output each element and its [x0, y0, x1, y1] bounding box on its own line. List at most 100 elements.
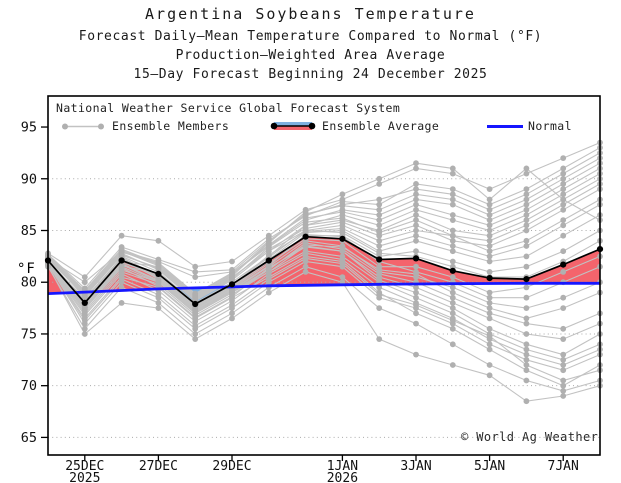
ensemble-member-dot	[155, 278, 162, 285]
ensemble-member-dot	[486, 232, 493, 239]
ensemble-member-dot	[339, 229, 346, 236]
ensemble-member-dot	[229, 315, 235, 322]
ensemble-member-dot	[413, 196, 419, 203]
ensemble-member-dot	[449, 243, 456, 249]
ensemble-member-dot	[81, 317, 88, 324]
ensemble-member-dot	[413, 191, 419, 198]
ensemble-member-line	[47, 183, 601, 301]
x-tick-year-label: 2025	[69, 471, 100, 483]
ensemble-member-dot	[486, 269, 493, 275]
ensemble-member-dot	[339, 274, 346, 280]
ensemble-member-dot	[486, 333, 493, 339]
ensemble-members	[45, 139, 603, 405]
ensemble-member-dot	[118, 284, 125, 291]
x-tick-label: 3JAN	[400, 459, 431, 474]
chart-subtitle-3: 15–Day Forecast Beginning 24 December 20…	[133, 67, 488, 82]
ensemble-member-dot	[81, 279, 88, 286]
ensemble-member-dot	[560, 393, 567, 399]
ensemble-member-dot	[486, 258, 493, 265]
ensemble-member-dot	[560, 232, 567, 239]
ensemble-member-line	[47, 257, 601, 382]
ensemble-member-dot	[523, 284, 530, 291]
above-normal-fill	[226, 236, 600, 287]
ensemble-member-dot	[449, 325, 456, 332]
ensemble-member-dot	[229, 272, 235, 278]
ensemble-member-dot	[449, 165, 456, 172]
ensemble-member-dot	[449, 341, 456, 348]
ensemble-average-dot	[523, 276, 530, 283]
ensemble-member-dot	[265, 271, 272, 277]
ensemble-member-dot	[523, 217, 530, 224]
ensemble-member-line	[47, 142, 601, 278]
ensemble-member-dot	[523, 315, 530, 322]
ensemble-member-dot	[523, 305, 530, 311]
ensemble-member-dot	[486, 341, 493, 348]
ensemble-member-dot	[523, 346, 530, 353]
normal-label: Normal	[528, 119, 572, 133]
ensemble-member-dot	[265, 239, 272, 245]
ensemble-average-dot	[192, 300, 199, 308]
ensemble-member-line	[47, 162, 601, 298]
ensemble-member-dot	[560, 367, 567, 374]
ensemble-member-dot	[265, 244, 272, 250]
ensemble-member-dot	[192, 292, 199, 299]
ensemble-member-dot	[560, 336, 567, 342]
ensemble-average-dot	[228, 281, 236, 288]
y-tick-label: 70	[21, 378, 37, 394]
ensemble-member-dot	[81, 331, 88, 337]
ensemble-member-dot	[486, 243, 493, 249]
y-tick-label: 90	[21, 171, 37, 187]
ensemble-member-dot	[523, 170, 530, 177]
ensemble-member-dot	[155, 261, 162, 268]
ensemble-member-dot	[560, 181, 567, 187]
ensemble-member-dot	[155, 300, 162, 306]
ensemble-member-dot	[560, 388, 567, 394]
ensemble-member-dot	[192, 296, 199, 303]
ensemble-member-dot	[486, 248, 493, 255]
ensemble-member-dot	[376, 305, 383, 311]
ensemble-member-dot	[192, 269, 199, 275]
ensemble-member-dot	[339, 198, 346, 205]
ensemble-member-dot	[118, 276, 125, 282]
ensemble-average-dot	[155, 270, 162, 277]
ensemble-member-dot	[523, 201, 530, 208]
ensemble-member-dot	[523, 351, 530, 358]
ensemble-member-dot	[449, 284, 456, 291]
ensemble-member-dot	[486, 253, 493, 260]
ensemble-average-marker-icon	[270, 122, 316, 130]
ensemble-member-dot	[376, 196, 383, 203]
ensemble-member-dot	[81, 312, 88, 319]
ensemble-member-dot	[449, 258, 456, 265]
ensemble-member-dot	[302, 219, 309, 226]
ensemble-member-dot	[413, 320, 419, 327]
ensemble-member-dot	[523, 212, 530, 218]
chart-subtitle-1: Forecast Daily–Mean Temperature Compared…	[78, 29, 543, 44]
ensemble-member-dot	[560, 325, 567, 332]
ensemble-member-dot	[523, 206, 530, 213]
ensemble-member-dot	[339, 260, 346, 267]
ensemble-member-dot	[413, 302, 419, 308]
ensemble-member-dot	[449, 317, 456, 324]
ensemble-member-dot	[376, 229, 383, 236]
x-tick-label: 5JAN	[474, 459, 505, 474]
legend-row: Ensemble Members Ensemble Average Normal	[56, 118, 600, 136]
normal-line	[47, 281, 600, 295]
ensemble-member-dot	[81, 274, 88, 280]
ensemble-member-dot	[486, 305, 493, 311]
ensemble-member-dot	[376, 222, 383, 229]
ensemble-member-dot	[413, 263, 419, 270]
x-tick-label: 25DEC	[65, 459, 104, 474]
ensemble-member-dot	[229, 288, 235, 295]
y-tick-label: 75	[21, 326, 37, 342]
ensemble-member-dot	[155, 265, 162, 272]
ensemble-member-dot	[560, 165, 567, 172]
ensemble-member-line	[47, 240, 601, 312]
ensemble-member-dot	[449, 310, 456, 317]
ensemble-member-dot	[523, 243, 530, 249]
legend: National Weather Service Global Forecast…	[56, 101, 600, 136]
ensemble-member-dot	[560, 351, 567, 358]
ensemble-member-dot	[560, 222, 567, 229]
ensemble-member-dot	[376, 212, 383, 218]
ensemble-member-dot	[229, 297, 235, 304]
